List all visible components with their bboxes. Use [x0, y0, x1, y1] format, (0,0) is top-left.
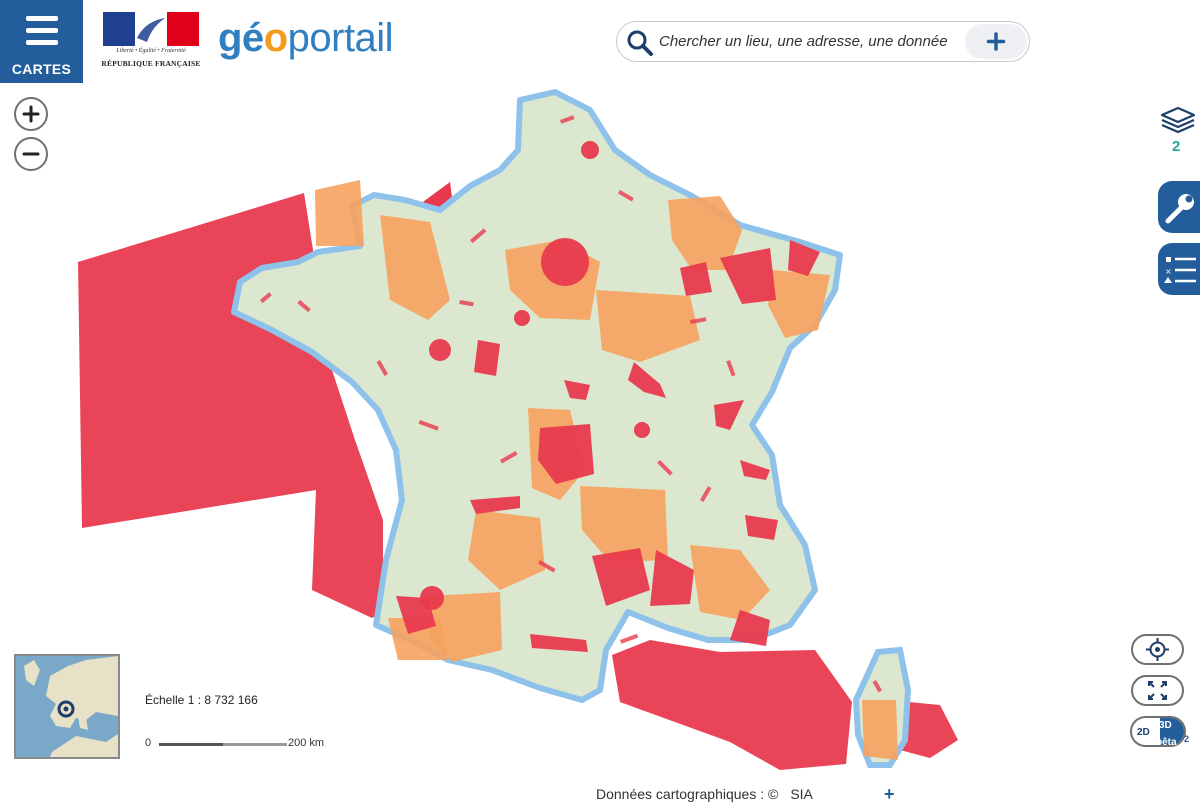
plus-icon [986, 32, 1006, 51]
attribution-source[interactable]: SIA [790, 786, 813, 802]
view-3d-label: 3D [1159, 720, 1172, 731]
scale-zero: 0 [145, 737, 152, 749]
search-placeholder: Chercher un lieu, une adresse, une donné… [659, 33, 948, 50]
layers-icon [1160, 106, 1196, 134]
legend-tab-button[interactable]: × [1158, 243, 1200, 295]
fullscreen-button[interactable] [1131, 675, 1184, 706]
tools-tab-button[interactable] [1158, 181, 1200, 233]
marianne-flag-icon [103, 12, 199, 46]
scale-distance: 200 km [288, 737, 325, 749]
zoom-in-button[interactable] [14, 97, 48, 131]
corsica-regulated-zone [862, 700, 898, 760]
republique-motto: Liberté • Égalité • Fraternité [116, 48, 186, 54]
attribution-more-button[interactable]: + [884, 784, 895, 804]
cartes-menu-label: CARTES [11, 61, 72, 77]
cartes-menu-button[interactable]: CARTES [0, 0, 83, 83]
geolocate-button[interactable] [1131, 634, 1184, 665]
attribution: Données cartographiques : © SIA [596, 786, 813, 802]
geoportail-logo[interactable]: géoportail [218, 16, 394, 60]
scale-bar: 0 200 km [145, 736, 345, 752]
wrench-icon [1165, 194, 1194, 224]
legend-list-icon: × [1164, 257, 1196, 283]
map-canvas[interactable] [0, 83, 1200, 773]
hamburger-icon [26, 16, 58, 21]
search-add-button[interactable] [965, 24, 1027, 59]
minus-icon [22, 152, 40, 156]
zoom-out-button[interactable] [14, 137, 48, 171]
svg-text:×: × [1165, 267, 1172, 276]
scale-ratio: Échelle 1 : 8 732 166 [145, 693, 258, 707]
fullscreen-icon [1148, 681, 1167, 700]
search-bar[interactable]: Chercher un lieu, une adresse, une donné… [616, 21, 1030, 62]
plus-icon [22, 105, 40, 123]
republique-name: RÉPUBLIQUE FRANÇAISE [101, 59, 201, 68]
target-icon [1146, 638, 1169, 661]
layers-button[interactable]: 2 [1160, 104, 1200, 158]
view-2d-3d-toggle[interactable]: 2D 3D bêta 2 [1128, 716, 1190, 750]
land-restricted-zones [396, 141, 820, 652]
layers-count: 2 [1172, 138, 1181, 155]
overview-position-marker [57, 700, 75, 718]
search-icon [627, 30, 653, 56]
mediterranean-restricted-zone [612, 640, 852, 770]
beta-superscript: 2 [1184, 734, 1190, 744]
beta-label: bêta [1156, 737, 1177, 748]
republique-francaise-logo: Liberté • Égalité • Fraternité RÉPUBLIQU… [101, 12, 201, 72]
small-zones [259, 115, 882, 693]
view-2d-label: 2D [1137, 727, 1150, 738]
overview-minimap[interactable] [14, 654, 120, 759]
